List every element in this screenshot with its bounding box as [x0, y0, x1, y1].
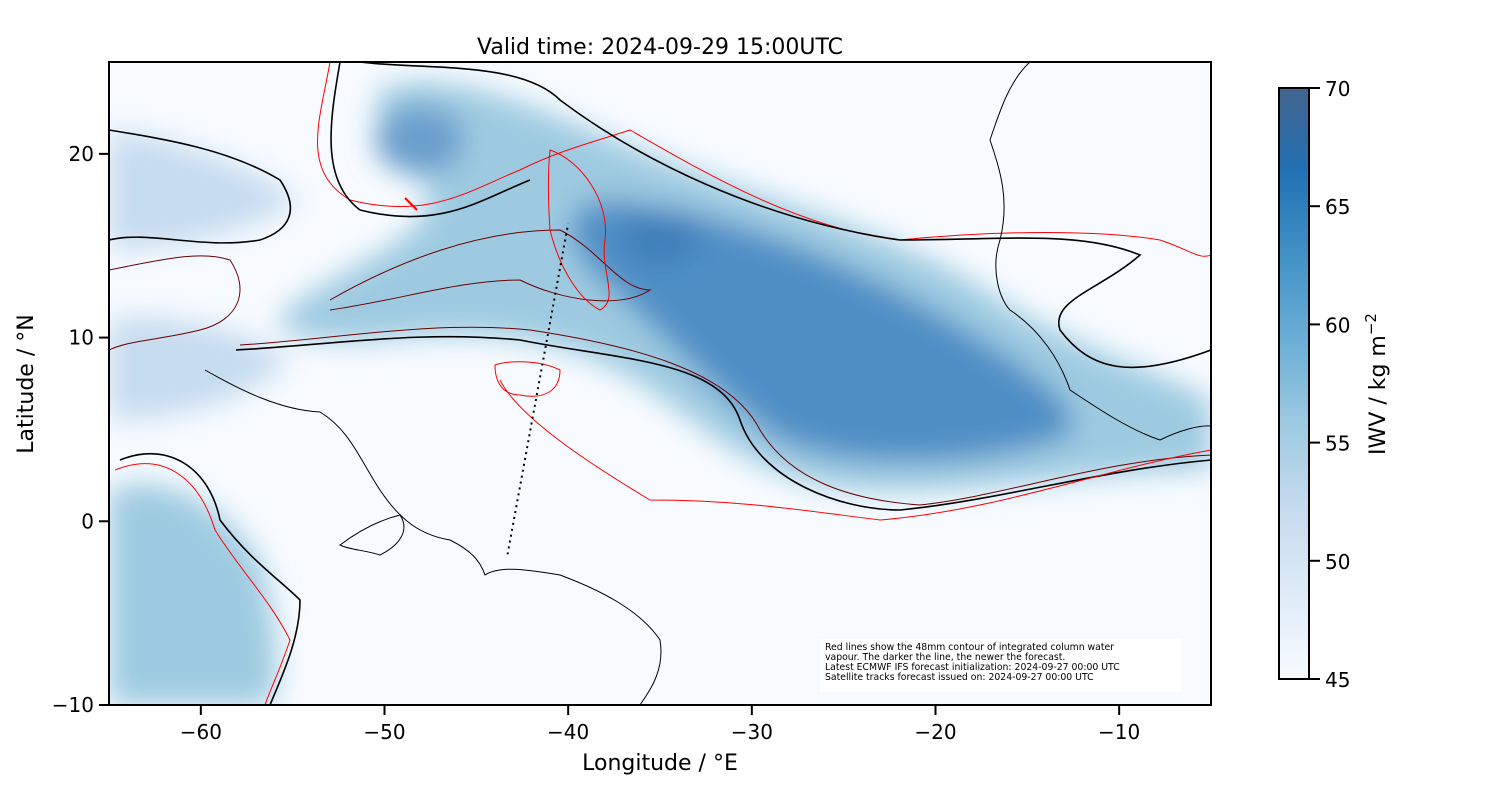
plot-title: Valid time: 2024-09-29 15:00UTC	[477, 35, 843, 60]
note-line: Satellite tracks forecast issued on: 202…	[825, 672, 1094, 683]
colorbar-ticks: 45 50 55 60 65 70	[1309, 77, 1350, 692]
x-axis: −60 −50 −40 −30 −20 −10	[180, 705, 1140, 744]
colorbar-label: IWV / kg m−2	[1362, 313, 1391, 455]
iwv-contours	[109, 62, 1211, 705]
x-tick-label: −10	[1098, 720, 1140, 744]
colorbar-tick-label: 60	[1325, 313, 1350, 337]
plot-frame	[108, 61, 1212, 706]
y-tick-label: 20	[69, 142, 94, 166]
coastlines	[204, 62, 1211, 705]
legend-note: Red lines show the 48mm contour of integ…	[820, 639, 1181, 692]
colorbar-tick-label: 65	[1325, 195, 1350, 219]
colorbar-tick-label: 70	[1325, 77, 1350, 101]
x-axis-label: Longitude / °E	[582, 751, 738, 776]
colorbar	[1278, 87, 1310, 680]
x-tick-label: −50	[363, 720, 405, 744]
note-line: vapour. The darker the line, the newer t…	[825, 652, 1066, 663]
y-tick-label: 10	[69, 326, 94, 350]
note-line: Latest ECMWF IFS forecast initialization…	[825, 662, 1120, 673]
colorbar-tick-label: 50	[1325, 550, 1350, 574]
x-tick-label: −30	[731, 720, 773, 744]
y-axis-label: Latitude / °N	[14, 314, 39, 453]
satellite-track	[506, 223, 570, 555]
x-tick-label: −20	[914, 720, 956, 744]
colorbar-tick-label: 45	[1325, 668, 1350, 692]
y-tick-label: −10	[52, 693, 94, 717]
colorbar-tick-label: 55	[1325, 432, 1350, 456]
x-tick-label: −60	[180, 720, 222, 744]
y-axis: −10 0 10 20	[52, 142, 109, 717]
iwv-field	[109, 81, 1211, 705]
y-tick-label: 0	[81, 509, 94, 533]
x-tick-label: −40	[547, 720, 589, 744]
map-area	[109, 62, 1211, 705]
note-line: Red lines show the 48mm contour of integ…	[825, 642, 1115, 653]
